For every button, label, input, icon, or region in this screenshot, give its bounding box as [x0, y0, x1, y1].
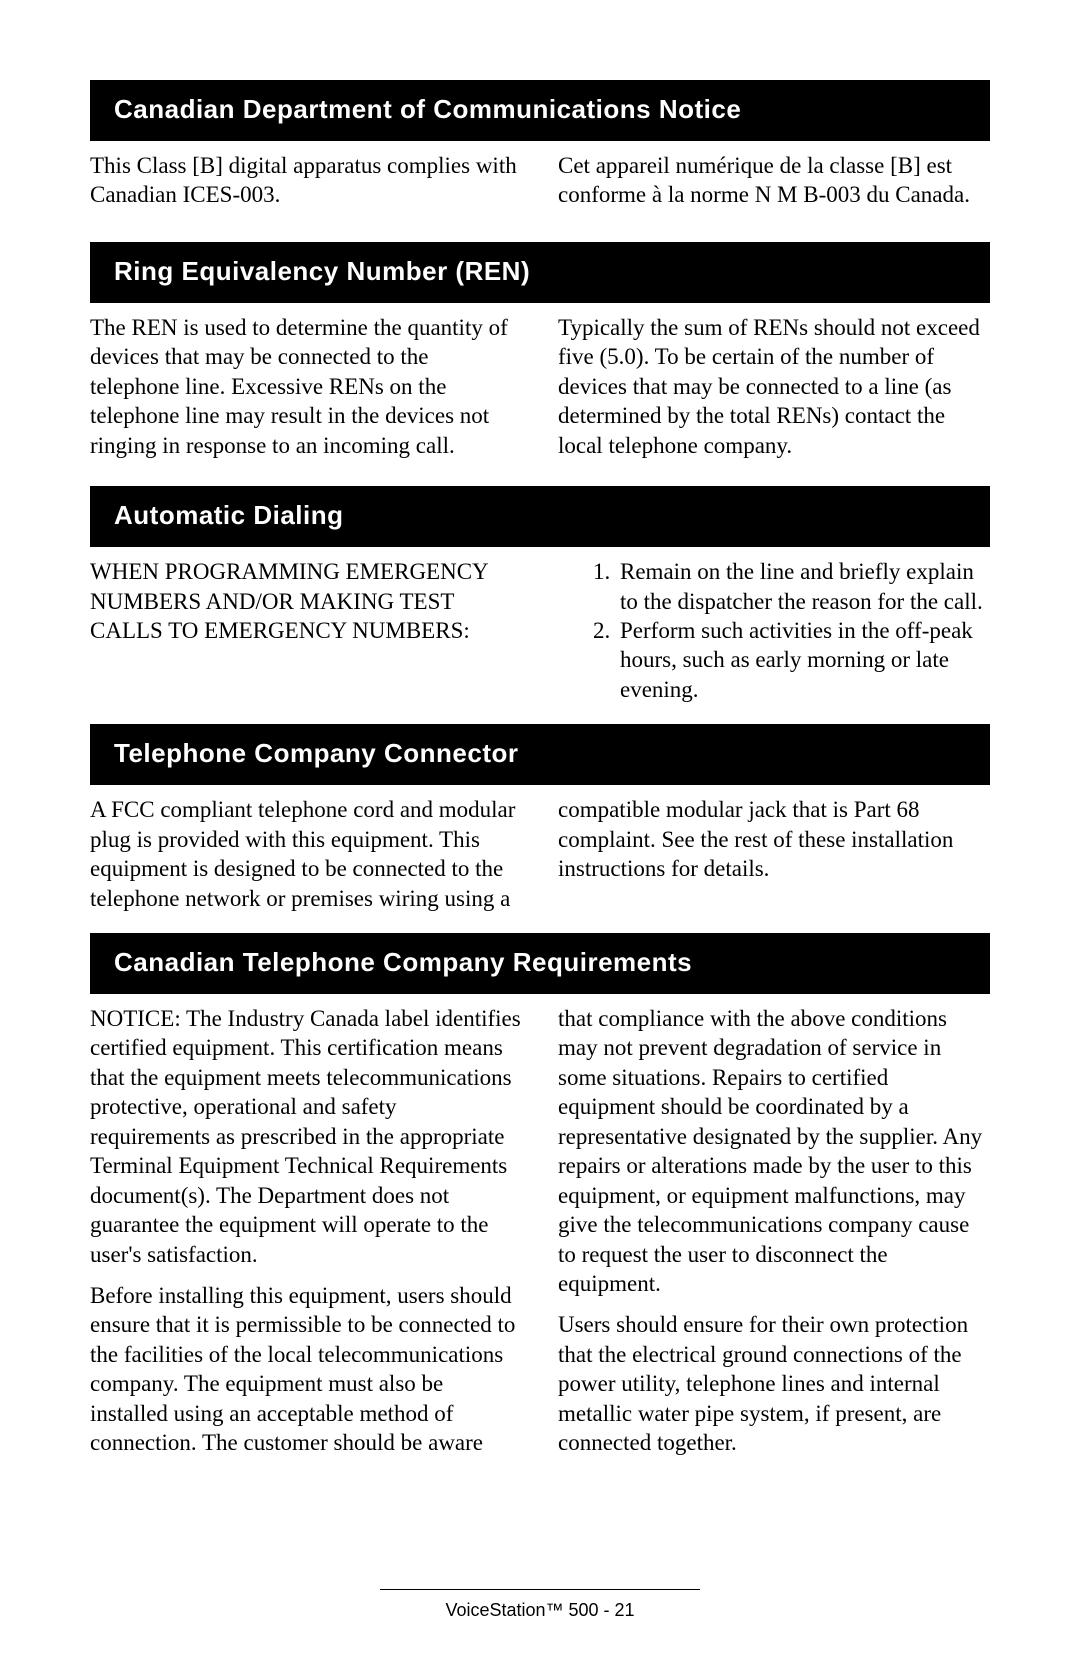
section-body-ren: The REN is used to determine the quantit… — [90, 313, 990, 466]
auto-dial-item-1: Remain on the line and briefly explain t… — [616, 557, 990, 616]
auto-dial-item-2: Perform such activities in the off-peak … — [616, 616, 990, 704]
section-body-canadian-req: NOTICE: The Industry Canada label identi… — [90, 1004, 990, 1464]
footer-text: VoiceStation™ 500 - 21 — [0, 1600, 1080, 1621]
cdc-english-text: This Class [B] digital apparatus complie… — [90, 151, 522, 210]
section-header-ren: Ring Equivalency Number (REN) — [90, 242, 990, 303]
section-header-tel-connector: Telephone Company Connector — [90, 724, 990, 785]
section-header-auto-dial: Automatic Dialing — [90, 486, 990, 547]
footer-divider — [380, 1589, 700, 1590]
ren-body-text: The REN is used to determine the quantit… — [90, 313, 990, 466]
auto-dial-list: Remain on the line and briefly explain t… — [558, 557, 990, 704]
section-header-cdc-notice: Canadian Department of Communications No… — [90, 80, 990, 141]
auto-dial-intro: WHEN PROGRAMMING EMERGENCY NUMBERS AND/O… — [90, 557, 522, 645]
section-body-tel-connector: A FCC compliant telephone cord and modul… — [90, 795, 990, 913]
tel-connector-body: A FCC compliant telephone cord and modul… — [90, 795, 990, 913]
section-body-auto-dial: WHEN PROGRAMMING EMERGENCY NUMBERS AND/O… — [90, 557, 990, 704]
canadian-req-p1: NOTICE: The Industry Canada label identi… — [90, 1004, 522, 1269]
page-footer: VoiceStation™ 500 - 21 — [0, 1589, 1080, 1621]
document-page: Canadian Department of Communications No… — [0, 0, 1080, 1669]
canadian-req-p3: Users should ensure for their own protec… — [558, 1310, 990, 1457]
cdc-french-text: Cet appareil numérique de la classe [B] … — [558, 151, 990, 210]
section-header-canadian-req: Canadian Telephone Company Requirements — [90, 933, 990, 994]
section-body-cdc-notice: This Class [B] digital apparatus complie… — [90, 151, 990, 222]
